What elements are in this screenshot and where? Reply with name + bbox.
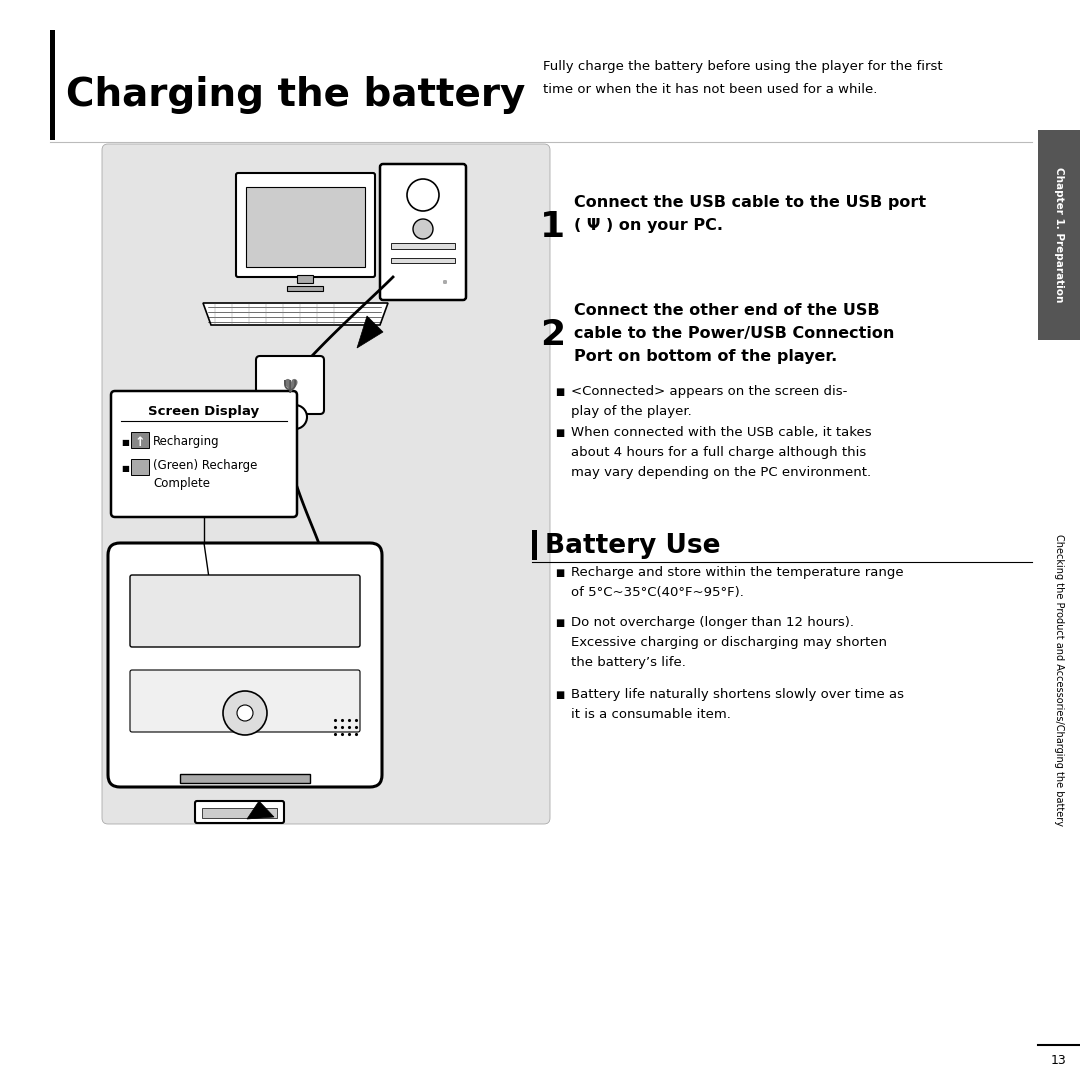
Polygon shape xyxy=(357,316,383,348)
Text: Ψ: Ψ xyxy=(283,379,297,397)
Polygon shape xyxy=(203,303,388,325)
Text: Screen Display: Screen Display xyxy=(148,405,259,418)
Text: ♥: ♥ xyxy=(282,378,298,396)
Bar xyxy=(50,30,55,140)
Bar xyxy=(391,258,455,264)
Circle shape xyxy=(407,179,438,211)
Polygon shape xyxy=(247,801,274,819)
Text: of 5°C~35°C(40°F~95°F).: of 5°C~35°C(40°F~95°F). xyxy=(571,586,744,599)
Text: play of the player.: play of the player. xyxy=(571,405,692,418)
Text: ( Ψ ) on your PC.: ( Ψ ) on your PC. xyxy=(573,218,723,233)
Text: 2: 2 xyxy=(540,318,565,352)
Text: time or when the it has not been used for a while.: time or when the it has not been used fo… xyxy=(543,83,877,96)
Text: Connect the other end of the USB: Connect the other end of the USB xyxy=(573,303,879,318)
Text: about 4 hours for a full charge although this: about 4 hours for a full charge although… xyxy=(571,446,866,459)
Bar xyxy=(532,530,537,561)
Circle shape xyxy=(443,280,447,284)
Text: Fully charge the battery before using the player for the first: Fully charge the battery before using th… xyxy=(543,60,943,73)
FancyBboxPatch shape xyxy=(108,543,382,787)
Circle shape xyxy=(413,219,433,239)
Text: ↑: ↑ xyxy=(135,435,145,448)
Text: ■: ■ xyxy=(121,464,129,473)
Text: Complete: Complete xyxy=(153,476,210,489)
Text: ■: ■ xyxy=(121,437,129,446)
Bar xyxy=(246,187,365,267)
Text: <Connected> appears on the screen dis-: <Connected> appears on the screen dis- xyxy=(571,384,848,399)
Bar xyxy=(391,243,455,249)
Text: may vary depending on the PC environment.: may vary depending on the PC environment… xyxy=(571,465,872,480)
FancyBboxPatch shape xyxy=(256,356,324,414)
Text: the battery’s life.: the battery’s life. xyxy=(571,656,686,669)
Text: (Green) Recharge: (Green) Recharge xyxy=(153,459,257,473)
Text: Battery life naturally shortens slowly over time as: Battery life naturally shortens slowly o… xyxy=(571,688,904,701)
Text: ■: ■ xyxy=(555,428,564,438)
Text: Do not overcharge (longer than 12 hours).: Do not overcharge (longer than 12 hours)… xyxy=(571,616,854,629)
Bar xyxy=(297,275,313,283)
Circle shape xyxy=(443,280,447,284)
FancyBboxPatch shape xyxy=(195,801,284,823)
Text: ■: ■ xyxy=(555,568,564,578)
Text: Connect the USB cable to the USB port: Connect the USB cable to the USB port xyxy=(573,195,927,210)
Text: Recharge and store within the temperature range: Recharge and store within the temperatur… xyxy=(571,566,904,579)
Text: Excessive charging or discharging may shorten: Excessive charging or discharging may sh… xyxy=(571,636,887,649)
Text: Checking the Product and Accessories/Charging the battery: Checking the Product and Accessories/Cha… xyxy=(1054,534,1064,826)
Bar xyxy=(180,774,310,783)
FancyBboxPatch shape xyxy=(130,670,360,732)
Bar xyxy=(131,432,149,448)
Bar xyxy=(202,808,276,818)
Circle shape xyxy=(222,691,267,735)
FancyBboxPatch shape xyxy=(380,164,465,300)
FancyBboxPatch shape xyxy=(102,144,550,824)
Bar xyxy=(287,286,323,291)
Circle shape xyxy=(443,280,447,284)
FancyBboxPatch shape xyxy=(111,391,297,517)
Text: When connected with the USB cable, it takes: When connected with the USB cable, it ta… xyxy=(571,426,872,438)
Text: 13: 13 xyxy=(1051,1053,1067,1067)
Circle shape xyxy=(237,705,253,721)
Text: cable to the Power/USB Connection: cable to the Power/USB Connection xyxy=(573,326,894,341)
Text: ■: ■ xyxy=(555,387,564,397)
FancyBboxPatch shape xyxy=(130,575,360,647)
Text: it is a consumable item.: it is a consumable item. xyxy=(571,708,731,721)
Text: ■: ■ xyxy=(555,690,564,700)
Text: Battery Use: Battery Use xyxy=(545,534,720,559)
Text: Recharging: Recharging xyxy=(153,435,219,448)
Text: 1: 1 xyxy=(540,210,565,244)
Bar xyxy=(131,459,149,475)
Text: Chapter 1. Preparation: Chapter 1. Preparation xyxy=(1054,167,1064,302)
Text: ■: ■ xyxy=(555,618,564,627)
Text: Charging the battery: Charging the battery xyxy=(66,76,525,114)
Circle shape xyxy=(283,405,307,429)
Text: Port on bottom of the player.: Port on bottom of the player. xyxy=(573,349,837,364)
FancyBboxPatch shape xyxy=(237,173,375,276)
Bar xyxy=(1038,130,1080,340)
